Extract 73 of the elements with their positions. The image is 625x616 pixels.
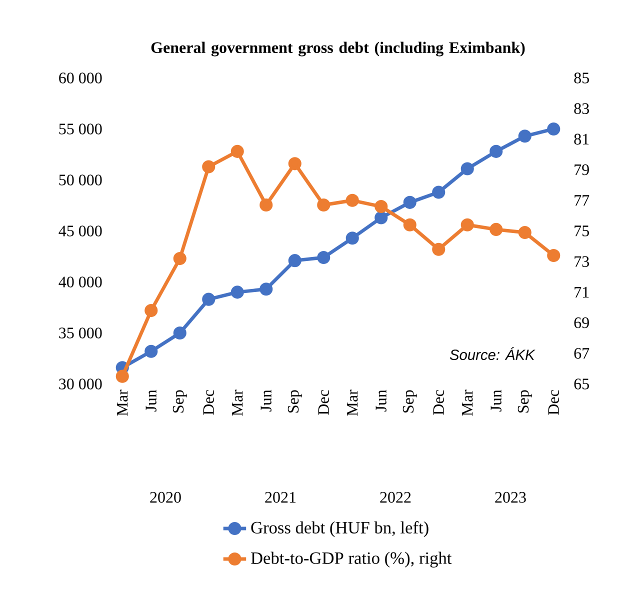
point: [116, 370, 129, 383]
point: [432, 186, 446, 199]
point: [547, 122, 560, 136]
point: [173, 252, 186, 266]
y2-tick-label: 77: [574, 195, 590, 206]
x-tick-label: Dec: [318, 390, 329, 415]
x-tick-label: Sep: [288, 390, 302, 413]
x-tick-label: Dec: [433, 390, 444, 415]
x-tick-label: Mar: [117, 390, 128, 416]
text: 2023: [495, 492, 526, 503]
x-tick-label: Jun: [490, 390, 502, 412]
annotation: Source: ÁKK: [450, 347, 536, 360]
point: [317, 250, 330, 264]
point: [230, 286, 244, 299]
x-tick-label: Jun: [260, 390, 272, 412]
y2-tick-label: 65: [574, 378, 589, 390]
y2-tick-label: 67: [574, 348, 590, 359]
point: [346, 194, 359, 207]
y2-tick-label: 85: [574, 72, 589, 84]
x-tick-label: Dec: [203, 390, 214, 415]
point: [490, 222, 503, 236]
point: [518, 226, 532, 240]
y-tick-label: 35 000: [59, 328, 102, 338]
y-tick-label: 60 000: [59, 72, 102, 84]
point: [432, 242, 446, 256]
x-tick-label: Mar: [462, 390, 473, 416]
x-tick-label: Sep: [172, 390, 187, 413]
point: [288, 157, 302, 170]
x-tick-label: Jun: [146, 390, 156, 412]
x-tick-label: Mar: [232, 390, 243, 416]
point: [547, 248, 560, 262]
x-tick-label: Jun: [376, 390, 386, 412]
point: [144, 304, 158, 318]
text: 2020: [150, 492, 181, 503]
x-tick-label: Mar: [347, 390, 358, 416]
point: [260, 282, 273, 296]
point: [346, 232, 359, 245]
y-tick-label: 30 000: [59, 378, 102, 390]
y2-tick-label: 69: [574, 317, 589, 328]
y2-tick-label: 75: [574, 226, 589, 236]
chart-title: General government gross debt (including Eximbank): [151, 42, 525, 56]
point: [288, 254, 302, 268]
point: [374, 211, 388, 224]
point: [173, 326, 186, 340]
y2-tick-label: 83: [574, 103, 589, 114]
x-tick-label: Sep: [518, 390, 532, 413]
x-tick-label: Sep: [402, 390, 417, 413]
point: [403, 196, 416, 209]
y-tick-label: 40 000: [58, 276, 102, 288]
y2-tick-label: 79: [574, 164, 589, 176]
point: [403, 218, 416, 232]
point: [230, 144, 244, 158]
y-tick-label: 45 000: [58, 226, 102, 236]
point: [374, 200, 388, 214]
y2-tick-label: 73: [574, 256, 589, 267]
point: [460, 218, 474, 232]
point: [460, 162, 474, 176]
legend-label: Gross debt (HUF bn, left): [251, 521, 428, 538]
y-tick-label: 50 000: [59, 174, 102, 186]
text: 2021: [265, 492, 296, 503]
point: [202, 160, 216, 174]
text: 2022: [380, 492, 411, 503]
point: [202, 292, 216, 306]
point: [260, 198, 273, 212]
point: [144, 344, 158, 358]
y-tick-label: 55 000: [59, 124, 102, 134]
point: [490, 144, 503, 158]
y2-tick-label: 71: [574, 286, 589, 298]
legend-label: Debt-to-GDP ratio (%), right: [251, 552, 452, 568]
x-tick-label: Dec: [548, 390, 559, 415]
point: [518, 130, 532, 143]
point: [317, 198, 330, 212]
y2-tick-label: 81: [574, 134, 589, 145]
